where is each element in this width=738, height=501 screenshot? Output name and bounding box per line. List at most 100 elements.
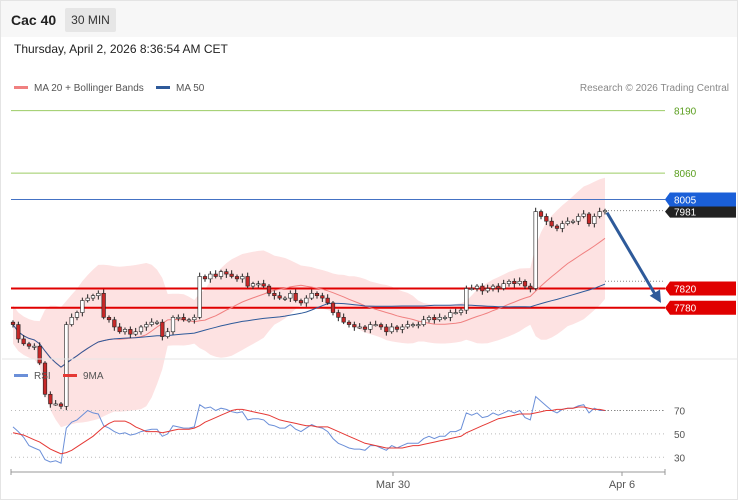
- candle-body: [245, 276, 250, 287]
- candle-body: [432, 317, 437, 321]
- candle-body: [160, 321, 165, 337]
- candle-body: [277, 295, 282, 299]
- bollinger-band-area: [13, 177, 605, 428]
- candle-body: [368, 324, 373, 330]
- candle: [560, 220, 565, 233]
- candle: [80, 297, 85, 317]
- candle-body: [293, 293, 298, 301]
- level-label-7780: 7780: [674, 304, 697, 315]
- candle-body: [389, 326, 394, 333]
- forecast-arrow-head: [649, 289, 661, 303]
- candle-body: [85, 297, 90, 301]
- candle: [453, 308, 458, 315]
- candle: [517, 277, 522, 286]
- candle: [554, 224, 560, 232]
- candle-body: [240, 276, 245, 280]
- timeframe-button[interactable]: 30 MIN: [65, 8, 116, 32]
- candle: [64, 321, 69, 411]
- candle-body: [10, 321, 16, 325]
- candle: [549, 217, 554, 228]
- candle-body: [485, 288, 490, 292]
- candle-body: [48, 393, 53, 405]
- ma20-legend-label: MA 20 + Bollinger Bands: [34, 83, 144, 94]
- candle: [405, 320, 410, 329]
- candle-body: [533, 211, 538, 289]
- candle-body: [490, 285, 496, 289]
- candle: [496, 283, 501, 293]
- candle-body: [437, 317, 442, 321]
- candle: [384, 324, 389, 336]
- candle: [570, 219, 576, 225]
- candle: [197, 272, 202, 320]
- candle-body: [410, 324, 416, 327]
- candle-body: [69, 317, 74, 325]
- candle: [480, 283, 485, 295]
- candle-body: [202, 276, 208, 280]
- candle-body: [506, 280, 512, 284]
- candle: [512, 278, 517, 288]
- candle: [90, 293, 96, 301]
- candle-body: [80, 300, 85, 313]
- rsi-ma-line: [12, 406, 606, 455]
- candle-body: [501, 283, 506, 289]
- candle: [421, 315, 426, 327]
- candle: [581, 210, 586, 219]
- candle: [202, 274, 208, 282]
- candle: [282, 296, 288, 301]
- candle: [16, 321, 21, 343]
- candle-body: [480, 285, 485, 292]
- candle-body: [458, 309, 464, 313]
- candle-body: [586, 213, 592, 224]
- candle: [506, 279, 512, 287]
- candle-body: [128, 329, 133, 335]
- candle: [464, 285, 469, 314]
- rsi-tick-label-70: 70: [674, 407, 686, 418]
- candle-body: [400, 326, 405, 330]
- candle-body: [309, 293, 314, 299]
- candle: [96, 290, 101, 300]
- candle-body: [560, 223, 565, 229]
- candle: [85, 294, 90, 303]
- candle: [320, 292, 325, 302]
- candle-body: [250, 283, 256, 287]
- candle: [314, 291, 320, 299]
- candle-body: [330, 302, 336, 313]
- candle: [176, 314, 181, 322]
- candle: [373, 320, 378, 327]
- candle: [261, 279, 266, 289]
- candle-body: [474, 285, 480, 289]
- candle-body: [181, 317, 186, 321]
- level-tag-7780: [665, 300, 736, 315]
- candle-body: [117, 326, 122, 333]
- rsi-legend-swatch: [14, 374, 28, 377]
- candle-body: [442, 317, 448, 319]
- ma20-legend-swatch: [14, 86, 28, 89]
- candle-body: [373, 324, 378, 327]
- candle-body: [272, 293, 277, 297]
- candle-body: [154, 321, 160, 324]
- candle: [362, 325, 368, 333]
- candle-body: [469, 288, 474, 291]
- candle-body: [336, 312, 341, 318]
- x-axis-ticks: Mar 30 Apr 6: [10, 469, 666, 491]
- candle-body: [192, 317, 197, 321]
- candle: [501, 279, 506, 291]
- candle-body: [224, 271, 229, 275]
- rsi-ma-legend-swatch: [63, 374, 77, 377]
- rsi-line: [12, 395, 605, 464]
- candle-body: [496, 285, 501, 289]
- candle-body: [352, 324, 357, 328]
- candle-body: [282, 297, 288, 300]
- candle: [74, 310, 80, 321]
- candle: [32, 343, 37, 351]
- forecast-arrow-shaft: [605, 211, 658, 297]
- candle-body: [53, 403, 58, 406]
- candle: [170, 315, 176, 335]
- candle-body: [421, 319, 426, 325]
- candle-body: [522, 280, 528, 287]
- candle: [597, 207, 602, 219]
- candle: [234, 274, 240, 282]
- candle-body: [405, 324, 410, 328]
